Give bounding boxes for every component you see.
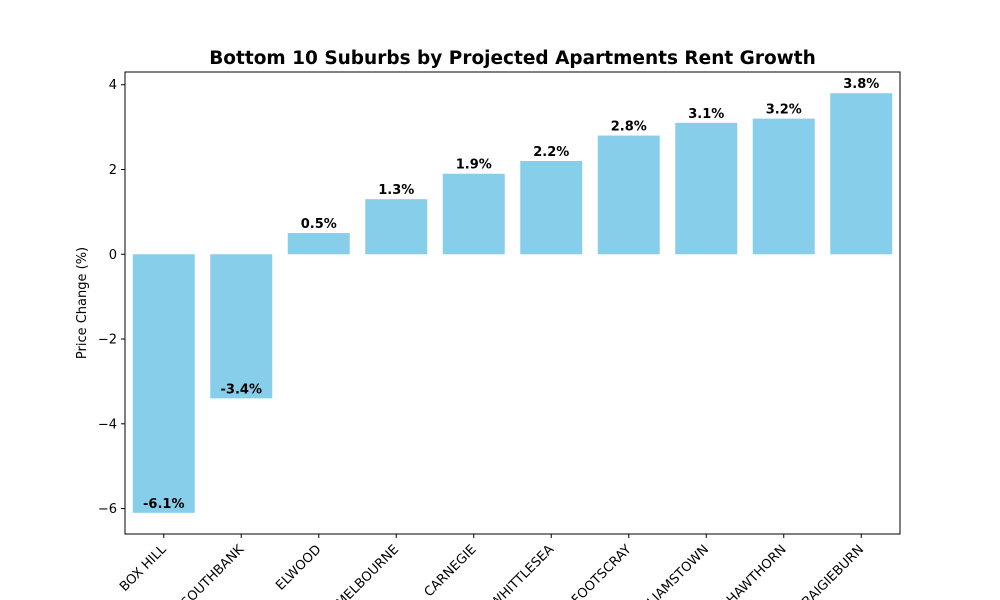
plot-area: −6 −4 −2 0 2 4 BOX HILL SOUTHBANK ELWOOD MELBOURN… <box>98 71 901 600</box>
x-tick-label: BOX HILL <box>117 542 170 595</box>
bar-carnegie <box>442 173 505 255</box>
x-tick-label: HAWTHORN <box>724 542 789 600</box>
data-label: 0.5% <box>301 217 337 232</box>
y-tick-label: −6 <box>98 502 117 517</box>
data-label: 1.9% <box>456 158 492 173</box>
y-tick-label: 2 <box>109 163 117 178</box>
y-tick-label: −4 <box>98 417 117 432</box>
data-label: 3.2% <box>766 103 802 118</box>
bar-craigieburn <box>830 93 893 255</box>
x-tick-label: WILLIAMSTOWN <box>628 542 712 600</box>
bar-footscray <box>597 135 660 255</box>
data-label: 3.8% <box>843 77 879 92</box>
x-tick-label: FOOTSCRAY <box>569 542 634 600</box>
y-tick-label: 0 <box>109 248 117 263</box>
bar-whittlesea <box>520 161 583 255</box>
axes-frame <box>124 71 901 535</box>
x-tick-label: WHITTLESEA <box>488 542 557 600</box>
x-tick-label: SOUTHBANK <box>179 542 248 600</box>
data-label: 2.2% <box>533 145 569 160</box>
x-tick-label: CARNEGIE <box>422 542 480 600</box>
bar-box-hill <box>132 254 195 513</box>
bar-melbourne <box>365 199 428 255</box>
chart-title: Bottom 10 Suburbs by Projected Apartment… <box>209 48 816 69</box>
data-label: 3.1% <box>688 107 724 122</box>
bar-williamstown <box>675 122 738 255</box>
bar-elwood <box>287 233 350 255</box>
data-label: 2.8% <box>611 120 647 135</box>
y-axis-label: Price Change (%) <box>75 247 90 359</box>
x-tick-label: ELWOOD <box>273 542 324 593</box>
x-tick-label: MELBOURNE <box>333 542 402 600</box>
data-label: -6.1% <box>143 497 184 512</box>
bar-hawthorn <box>752 118 815 255</box>
data-label: 1.3% <box>378 183 414 198</box>
y-tick-label: −2 <box>98 333 117 348</box>
data-label: -3.4% <box>221 382 262 397</box>
y-tick-label: 4 <box>109 78 117 93</box>
bar-southbank <box>210 254 273 399</box>
x-tick-label: CRAIGIEBURN <box>793 542 867 600</box>
